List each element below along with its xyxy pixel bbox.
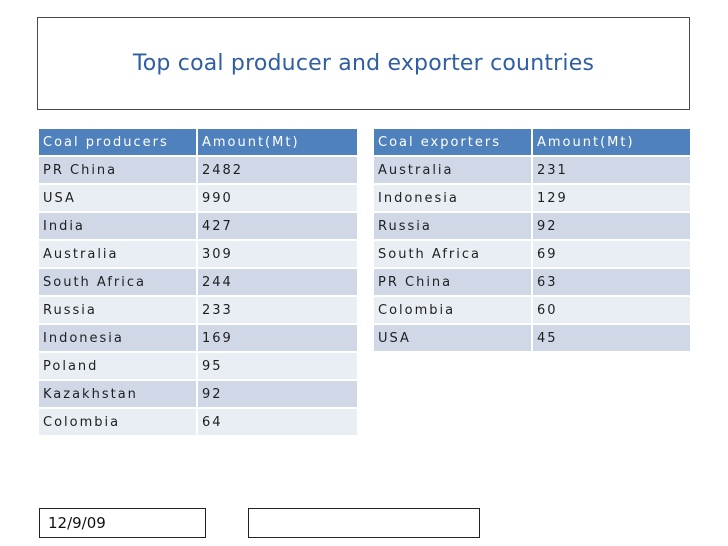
producers-amount-cell: 92 (197, 381, 357, 407)
exporters-table-row: South Africa 69 (374, 241, 690, 267)
producers-country-cell: PR China (39, 157, 196, 183)
exporters-country-cell: South Africa (374, 241, 531, 267)
exporters-header-cell: Amount(Mt) (532, 129, 690, 155)
exporters-amount-cell: 231 (532, 157, 690, 183)
exporters-amount-cell: 92 (532, 213, 690, 239)
producers-amount-cell: 309 (197, 241, 357, 267)
exporters-country-cell: Colombia (374, 297, 531, 323)
exporters-amount-cell: 45 (532, 325, 690, 351)
exporters-country-cell: Russia (374, 213, 531, 239)
producers-amount-cell: 2482 (197, 157, 357, 183)
producers-table-row: Colombia 64 (39, 409, 357, 435)
producers-amount-cell: 427 (197, 213, 357, 239)
exporters-country-cell: Indonesia (374, 185, 531, 211)
producers-table-row: Australia 309 (39, 241, 357, 267)
exporters-table-row: Russia 92 (374, 213, 690, 239)
exporters-amount-cell: 63 (532, 269, 690, 295)
producers-table-row: Russia 233 (39, 297, 357, 323)
producers-country-cell: USA (39, 185, 196, 211)
exporters-table-row: PR China 63 (374, 269, 690, 295)
producers-table-row: Kazakhstan 92 (39, 381, 357, 407)
exporters-table-row: USA 45 (374, 325, 690, 351)
producers-country-cell: Colombia (39, 409, 196, 435)
producers-country-cell: India (39, 213, 196, 239)
exporters-header-row: Coal exporters Amount(Mt) (374, 129, 690, 155)
exporters-table-body: Coal exporters Amount(Mt) Australia 231 Indo… (374, 129, 690, 351)
producers-country-cell: Russia (39, 297, 196, 323)
producers-amount-cell: 233 (197, 297, 357, 323)
title-box: Top coal producer and exporter countries (37, 17, 690, 110)
producers-country-cell: Kazakhstan (39, 381, 196, 407)
exporters-amount-cell: 60 (532, 297, 690, 323)
exporters-table-row: Indonesia 129 (374, 185, 690, 211)
exporters-amount-cell: 69 (532, 241, 690, 267)
exporters-country-cell: Australia (374, 157, 531, 183)
producers-country-cell: Australia (39, 241, 196, 267)
producers-country-cell: Poland (39, 353, 196, 379)
producers-header-row: Coal producers Amount(Mt) (39, 129, 357, 155)
exporters-table-row: Australia 231 (374, 157, 690, 183)
producers-table-row: Indonesia 169 (39, 325, 357, 351)
producers-amount-cell: 95 (197, 353, 357, 379)
exporters-header-cell: Coal exporters (374, 129, 531, 155)
footer-center-box (248, 508, 480, 538)
exporters-table-row: Colombia 60 (374, 297, 690, 323)
exporters-amount-cell: 129 (532, 185, 690, 211)
producers-header-cell: Amount(Mt) (197, 129, 357, 155)
producers-amount-cell: 169 (197, 325, 357, 351)
producers-amount-cell: 990 (197, 185, 357, 211)
producers-table-row: South Africa 244 (39, 269, 357, 295)
producers-table-row: PR China 2482 (39, 157, 357, 183)
exporters-country-cell: PR China (374, 269, 531, 295)
exporters-country-cell: USA (374, 325, 531, 351)
producers-country-cell: Indonesia (39, 325, 196, 351)
producers-table-row: India 427 (39, 213, 357, 239)
producers-header-cell: Coal producers (39, 129, 196, 155)
exporters-table: Coal exporters Amount(Mt) Australia 231 Indo… (372, 127, 692, 353)
producers-country-cell: South Africa (39, 269, 196, 295)
producers-table: Coal producers Amount(Mt) PR China 2482 USA 9… (37, 127, 359, 437)
producers-table-row: USA 990 (39, 185, 357, 211)
footer-date-box: 12/9/09 (39, 508, 206, 538)
footer-date: 12/9/09 (48, 514, 106, 532)
producers-table-body: Coal producers Amount(Mt) PR China 2482 USA 9… (39, 129, 357, 435)
producers-amount-cell: 244 (197, 269, 357, 295)
producers-table-row: Poland 95 (39, 353, 357, 379)
slide-title: Top coal producer and exporter countries (132, 51, 595, 76)
producers-amount-cell: 64 (197, 409, 357, 435)
